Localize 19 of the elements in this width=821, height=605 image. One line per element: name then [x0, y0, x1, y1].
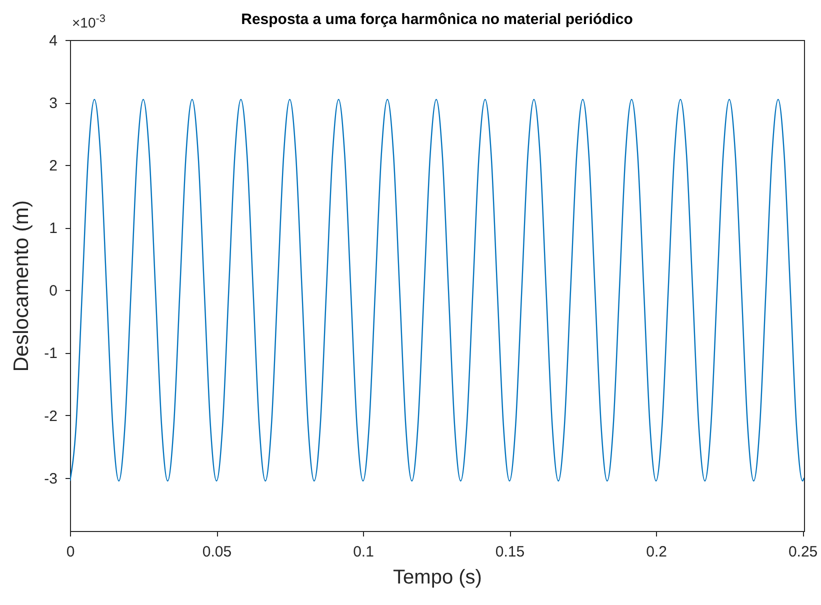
- line-series: [70, 98, 804, 482]
- y-tick-label: 4: [49, 32, 58, 50]
- x-tick-label: 0.1: [353, 544, 374, 560]
- y-axis-title: Deslocamento (m): [10, 200, 34, 372]
- y-tick-label: 0: [49, 282, 58, 300]
- chart-title: Resposta a uma força harmônica no material periódico: [241, 11, 633, 28]
- x-tick-label: 0.2: [646, 544, 667, 560]
- x-axis-title: Tempo (s): [393, 566, 482, 588]
- y-tick-label: -1: [44, 345, 58, 362]
- x-tick-label: 0.25: [788, 544, 818, 560]
- x-tick-label: 0: [66, 544, 75, 560]
- text: ×10$^{-3}$: [72, 13, 106, 31]
- x-tick-label: 0.15: [495, 544, 525, 560]
- x-tick-label: 0.05: [202, 544, 232, 560]
- y-tick-label: 3: [49, 95, 58, 112]
- y-tick-label: 1: [49, 220, 58, 238]
- y-tick-label: -2: [44, 408, 58, 425]
- y-tick-label: 2: [49, 158, 58, 175]
- y-tick-label: -3: [44, 470, 58, 488]
